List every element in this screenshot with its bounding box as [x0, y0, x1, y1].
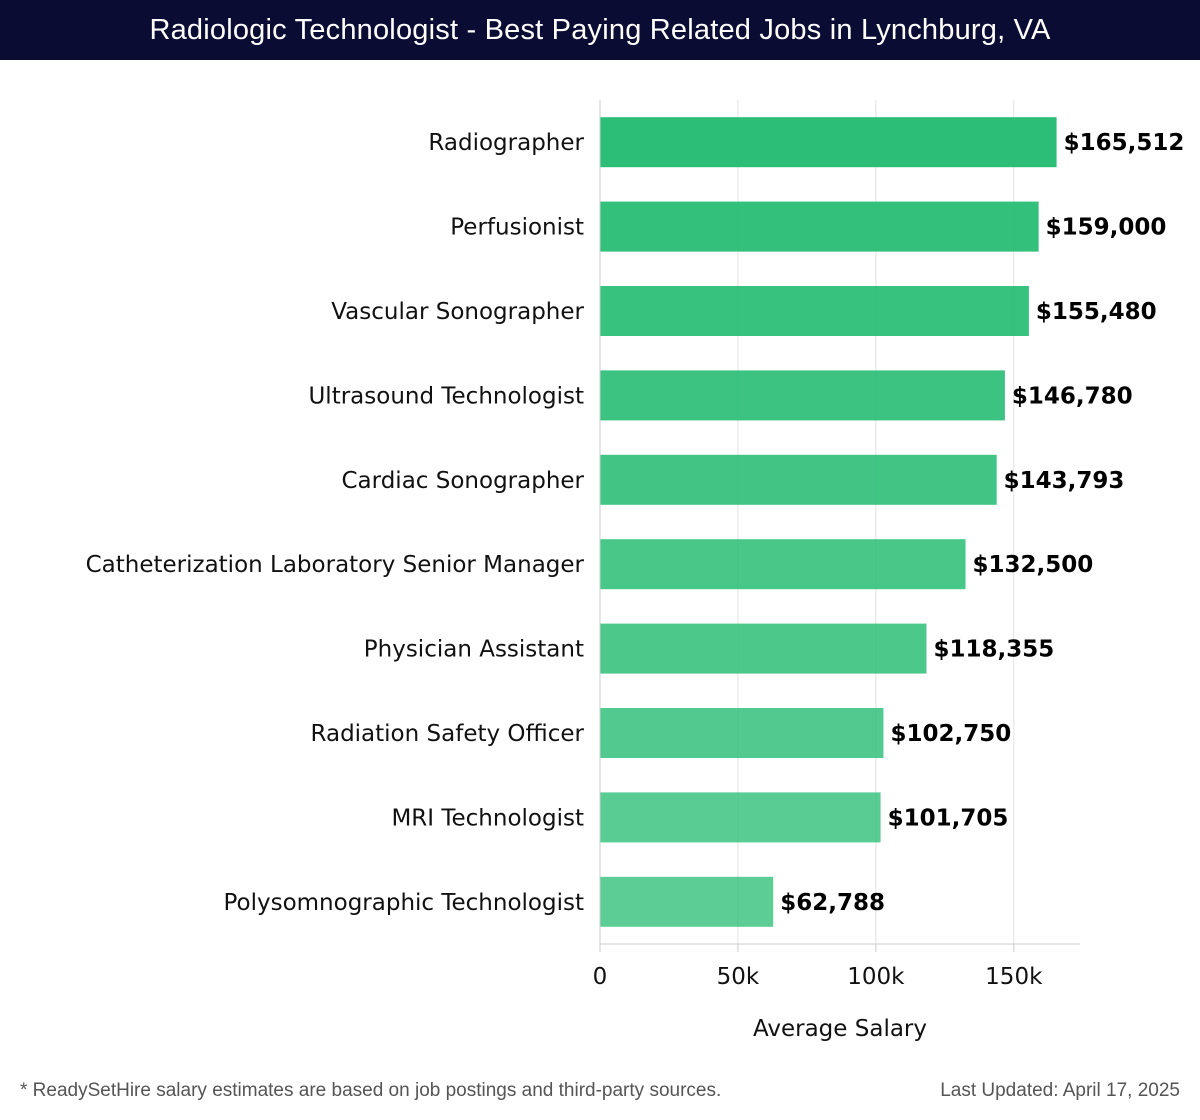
x-tick-label: 150k	[985, 964, 1043, 990]
category-label: MRI Technologist	[391, 805, 584, 831]
value-labels: $165,512 $159,000 $155,480 $146,780 $143,793…	[780, 130, 1184, 916]
bar	[600, 876, 774, 927]
value-label: $132,500	[973, 552, 1094, 578]
category-label: Radiographer	[428, 130, 584, 156]
bar	[600, 201, 1039, 252]
bar	[600, 117, 1057, 168]
bar	[600, 708, 884, 758]
bar	[600, 286, 1029, 336]
x-tick-label: 0	[593, 964, 608, 990]
bar	[600, 454, 997, 505]
salary-bar-chart: Radiographer Perfusionist Vascular Sonogra…	[86, 100, 1184, 1042]
bar	[600, 623, 927, 674]
value-label: $62,788	[780, 890, 885, 916]
category-label: Polysomnographic Technologist	[223, 890, 584, 916]
chart-header: Radiologic Technologist - Best Paying Re…	[0, 0, 1200, 60]
category-label: Radiation Safety Officer	[311, 721, 585, 747]
last-updated: Last Updated: April 17, 2025	[940, 1080, 1180, 1101]
value-label: $101,705	[888, 805, 1009, 831]
chart-title: Radiologic Technologist - Best Paying Re…	[149, 13, 1051, 46]
category-label: Physician Assistant	[364, 637, 584, 663]
value-label: $165,512	[1064, 130, 1185, 156]
x-tick-label: 100k	[847, 964, 905, 990]
bar	[600, 539, 966, 590]
x-axis: 0 50k 100k 150k	[593, 100, 1080, 990]
category-label: Cardiac Sonographer	[342, 468, 585, 494]
value-label: $118,355	[933, 637, 1054, 663]
value-label: $159,000	[1046, 215, 1167, 241]
footer-note: * ReadySetHire salary estimates are base…	[20, 1080, 722, 1101]
x-axis-title: Average Salary	[753, 1016, 927, 1042]
bar	[600, 370, 1005, 421]
category-label: Ultrasound Technologist	[308, 383, 584, 409]
bars	[600, 117, 1057, 927]
category-label: Perfusionist	[450, 215, 584, 241]
category-label: Vascular Sonographer	[331, 299, 584, 325]
bar	[600, 792, 881, 843]
category-labels: Radiographer Perfusionist Vascular Sonogra…	[86, 130, 585, 916]
x-tick-label: 50k	[717, 964, 760, 990]
value-label: $102,750	[890, 721, 1011, 747]
value-label: $146,780	[1012, 383, 1133, 409]
value-label: $155,480	[1036, 299, 1157, 325]
value-label: $143,793	[1004, 468, 1125, 494]
category-label: Catheterization Laboratory Senior Manage…	[86, 552, 585, 578]
